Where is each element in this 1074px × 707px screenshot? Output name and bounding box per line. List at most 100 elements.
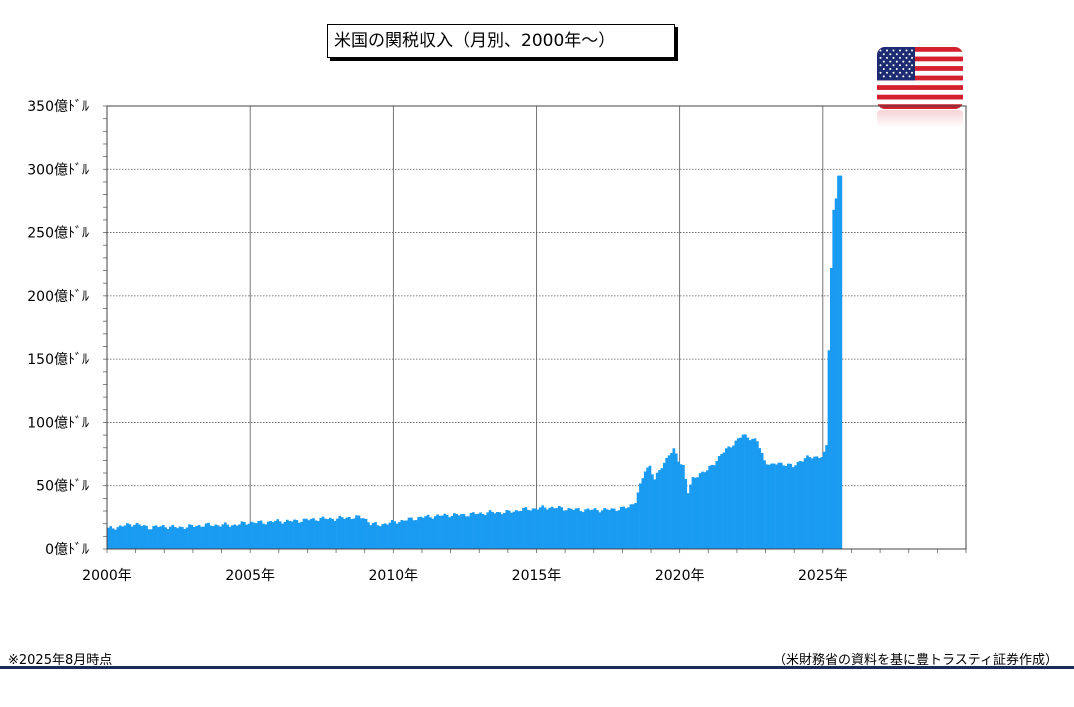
bar	[612, 508, 616, 549]
bar	[424, 516, 428, 549]
bar	[579, 511, 583, 549]
bar	[188, 524, 191, 549]
bar	[300, 521, 303, 549]
bar	[417, 517, 420, 549]
bar	[352, 518, 356, 549]
bar	[615, 511, 618, 549]
bar	[295, 520, 299, 549]
bar	[512, 511, 516, 549]
bar	[660, 468, 664, 549]
bar	[364, 518, 368, 549]
bar	[820, 457, 824, 549]
bar	[507, 510, 511, 549]
bar	[283, 521, 287, 549]
bar	[121, 526, 125, 549]
bar	[118, 525, 122, 549]
bar	[219, 526, 222, 549]
bar	[359, 518, 363, 549]
bar	[493, 513, 497, 549]
bar	[247, 523, 251, 549]
bar	[684, 479, 688, 549]
bar	[522, 507, 525, 549]
bar	[679, 464, 683, 549]
bar	[674, 453, 678, 549]
bar	[801, 461, 805, 549]
bar	[705, 470, 709, 549]
bar	[414, 520, 418, 549]
bar	[185, 527, 189, 549]
x-tick-label: 2020年	[655, 568, 705, 584]
bar	[390, 520, 394, 549]
bar	[787, 463, 790, 549]
bar	[211, 526, 215, 549]
bar	[274, 520, 277, 549]
bar	[779, 462, 783, 549]
bar	[474, 514, 478, 549]
axes-layer	[103, 105, 967, 553]
bar	[569, 508, 573, 549]
bar	[379, 526, 382, 549]
bar	[123, 525, 127, 549]
bar	[138, 524, 141, 549]
bar	[629, 504, 633, 549]
bar	[667, 455, 671, 549]
bar	[276, 519, 280, 549]
bar	[770, 463, 774, 549]
bar	[646, 467, 649, 549]
bar	[405, 520, 408, 549]
bar	[395, 523, 399, 549]
bar	[328, 517, 332, 549]
bar	[200, 526, 203, 549]
bar	[355, 515, 358, 549]
bar	[655, 472, 659, 549]
bar	[500, 514, 504, 549]
bar	[751, 438, 754, 549]
bar	[271, 522, 275, 549]
bar	[410, 517, 413, 549]
bar	[789, 463, 793, 549]
chart-title: 米国の関税収入（月別、2000年～）	[327, 24, 675, 58]
bar	[796, 461, 800, 549]
x-tick-label: 2010年	[369, 568, 419, 584]
bar	[784, 465, 788, 549]
bar	[519, 510, 523, 549]
bar	[553, 508, 556, 549]
bar	[350, 519, 354, 549]
bar	[610, 508, 614, 549]
bar	[262, 523, 265, 549]
bar	[760, 452, 764, 549]
bar	[517, 511, 521, 549]
bar	[142, 525, 146, 549]
bar	[171, 524, 175, 549]
bar	[240, 521, 244, 549]
bar	[161, 524, 165, 549]
bar	[386, 524, 389, 549]
bar	[822, 451, 826, 549]
bar	[837, 175, 840, 549]
bar	[133, 524, 136, 549]
bar	[825, 445, 828, 549]
bar	[176, 528, 179, 549]
bar	[116, 527, 120, 549]
bar	[462, 513, 466, 549]
bar	[145, 525, 148, 549]
bar	[526, 509, 530, 549]
bar	[173, 526, 177, 549]
bar	[653, 479, 657, 549]
bar	[555, 508, 559, 549]
bar	[426, 514, 430, 549]
bar	[834, 198, 838, 549]
bar	[756, 441, 759, 549]
bar	[782, 465, 785, 549]
bar	[264, 524, 268, 549]
bar	[693, 477, 697, 549]
bar	[620, 506, 623, 549]
bar	[290, 521, 294, 549]
bar	[670, 453, 673, 549]
bar	[252, 522, 256, 549]
bar	[531, 508, 535, 549]
us-flag-icon	[877, 47, 963, 109]
bar	[605, 509, 609, 549]
bar	[813, 456, 816, 549]
bar	[305, 518, 308, 549]
